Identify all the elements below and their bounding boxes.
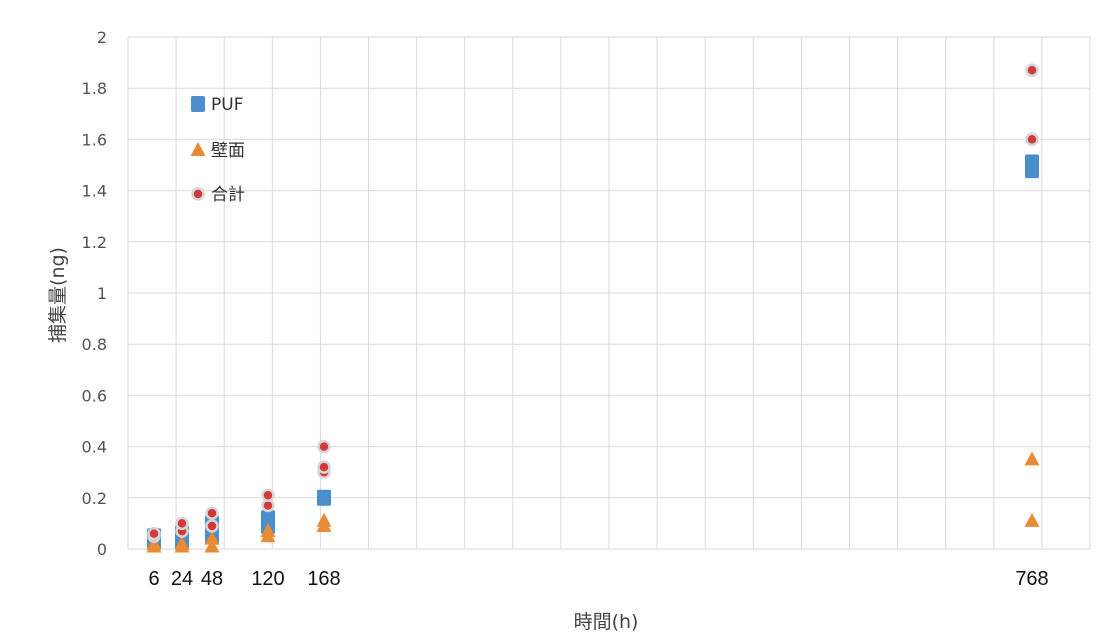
x-axis-title: 時間(h) bbox=[574, 611, 639, 633]
y-tick-label: 2 bbox=[97, 28, 107, 47]
x-tick-label: 6 bbox=[148, 568, 159, 590]
y-tick-label: 1.8 bbox=[82, 79, 107, 98]
x-tick-label: 768 bbox=[1015, 568, 1048, 590]
x-tick-labels: 6 24 48 120 168 768 bbox=[148, 568, 1048, 590]
data-point-triangle bbox=[260, 523, 276, 538]
data-point-circle bbox=[147, 526, 161, 541]
data-point-circle bbox=[261, 488, 275, 502]
data-point-circle bbox=[205, 519, 219, 533]
y-tick-label: 1.2 bbox=[82, 233, 107, 252]
y-tick-labels: 0 0.2 0.4 0.6 0.8 1 1.2 1.4 1.6 1.8 2 bbox=[82, 28, 107, 559]
y-axis-title: 捕集量(ng) bbox=[47, 247, 69, 343]
x-tick-label: 120 bbox=[251, 568, 284, 590]
data-point-circle bbox=[1025, 132, 1039, 147]
data-point-square bbox=[317, 489, 331, 506]
data-point-circle bbox=[317, 439, 331, 454]
series-square bbox=[147, 154, 1039, 550]
data-point-square bbox=[261, 510, 275, 527]
data-point-triangle bbox=[1024, 512, 1040, 527]
x-tick-label: 24 bbox=[171, 568, 193, 590]
data-series bbox=[146, 63, 1040, 553]
legend-label: 合計 bbox=[211, 185, 245, 205]
y-tick-label: 0 bbox=[97, 540, 107, 559]
data-point-triangle bbox=[1024, 451, 1040, 466]
data-point-circle bbox=[205, 506, 219, 520]
data-point-circle bbox=[317, 460, 331, 474]
x-tick-label: 168 bbox=[307, 568, 340, 590]
data-point-circle bbox=[175, 516, 189, 531]
x-tick-label: 48 bbox=[201, 568, 223, 590]
series-circle bbox=[147, 63, 1039, 543]
legend-marker-triangle bbox=[190, 142, 206, 156]
legend-marker-circle bbox=[191, 187, 205, 201]
y-tick-label: 0.6 bbox=[82, 386, 107, 405]
legend-label: PUF bbox=[211, 95, 243, 115]
y-tick-label: 1.6 bbox=[82, 130, 107, 149]
data-point-triangle bbox=[204, 538, 220, 553]
series-triangle bbox=[146, 451, 1040, 553]
y-tick-label: 1 bbox=[97, 284, 107, 303]
y-tick-label: 1.4 bbox=[82, 182, 107, 201]
y-tick-label: 0.8 bbox=[82, 335, 107, 354]
data-point-square bbox=[1025, 154, 1039, 171]
data-point-circle bbox=[1025, 63, 1039, 78]
legend-label: 壁面 bbox=[211, 141, 245, 161]
data-point-triangle bbox=[174, 535, 190, 550]
legend-marker-square bbox=[191, 96, 205, 112]
y-tick-label: 0.4 bbox=[82, 438, 107, 457]
data-point-triangle bbox=[204, 530, 220, 545]
grid-lines bbox=[127, 36, 1091, 550]
y-tick-label: 0.2 bbox=[82, 489, 107, 508]
data-point-triangle bbox=[316, 512, 332, 527]
